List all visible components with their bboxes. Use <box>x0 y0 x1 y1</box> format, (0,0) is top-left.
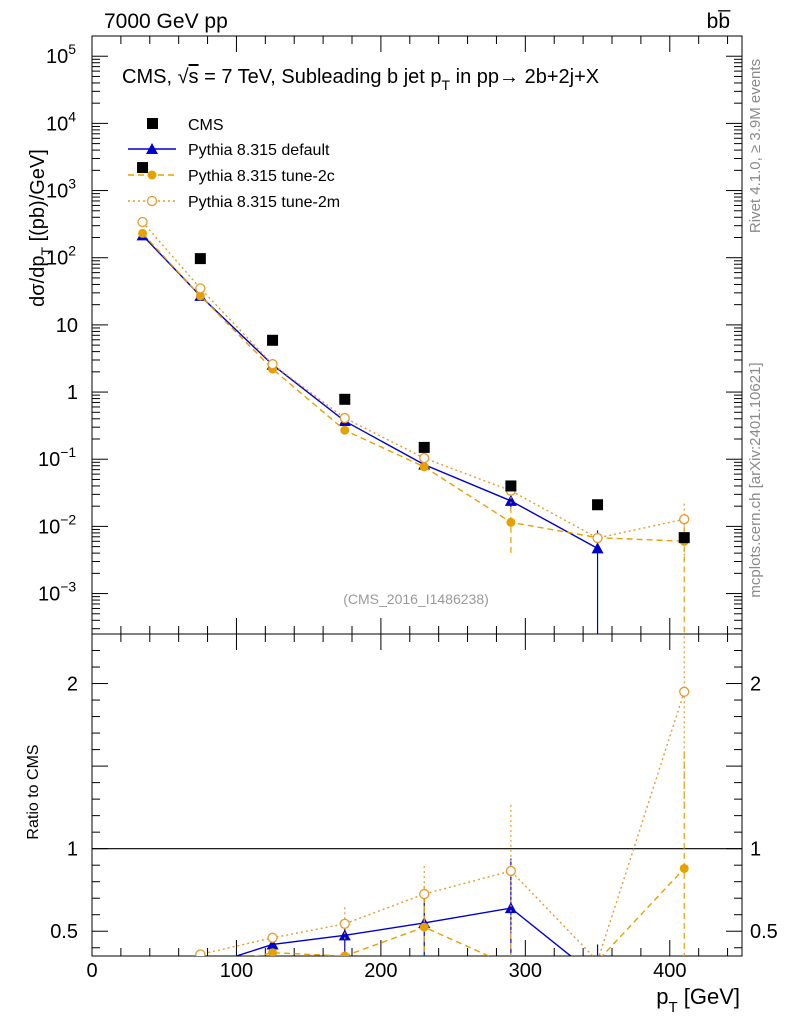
legend-tune2m-label: Pythia 8.315 tune-2m <box>188 194 340 211</box>
ratio-data-point <box>339 918 350 929</box>
ratio-series-line <box>253 868 685 956</box>
ratio-data-point <box>196 963 205 972</box>
data-point <box>267 359 278 370</box>
legend-default-marker <box>146 143 158 154</box>
rivet-label: Rivet 4.1.0, ≥ 3.9M events <box>747 59 764 233</box>
cms-data-point <box>505 480 517 492</box>
ratio-axes: 0 100 200 300 400 0.5 0.5 1 1 2 2 <box>50 634 778 982</box>
ratio-y-tick-label: 0.5 <box>50 921 78 943</box>
data-point <box>419 452 430 464</box>
data-point <box>506 517 516 527</box>
data-point <box>592 532 603 544</box>
legend-tune2c-label: Pythia 8.315 tune-2c <box>188 168 335 185</box>
ratio-series-line <box>234 907 572 956</box>
ratio-data-point <box>195 949 206 956</box>
cms-data-point <box>137 162 149 174</box>
ratio-y-tick-label: 1 <box>67 839 78 861</box>
y-tick-label: 102 <box>46 243 76 270</box>
main-y-label: dσ/dpT [(pb)/GeV] <box>27 149 54 307</box>
y-tick-label: 10−3 <box>38 579 76 606</box>
ratio-data-point <box>596 955 599 956</box>
data-point <box>591 542 604 554</box>
ratio-data-point <box>267 932 278 943</box>
ratio-data-point <box>419 922 429 932</box>
y-tick-label: 104 <box>46 108 76 135</box>
data-point <box>679 514 690 525</box>
series-line <box>142 232 685 542</box>
y-tick-label: 10−1 <box>38 444 76 471</box>
cms-data-point <box>592 499 604 511</box>
legend-default-label: Pythia 8.315 default <box>188 142 330 159</box>
y-tick-label: 10−2 <box>38 511 76 538</box>
legend-cms-label: CMS <box>188 117 224 134</box>
legend-cms-marker <box>147 118 158 129</box>
cms-data-point <box>339 393 351 405</box>
ratio-data-point <box>194 962 206 973</box>
ratio-data-point <box>266 938 279 950</box>
legend-tune2c-marker <box>147 170 157 180</box>
ratio-data-point <box>138 984 147 993</box>
chart-title: CMS, √s = 7 TeV, Subleading b jet pT in … <box>122 66 599 93</box>
cms-data-point <box>418 441 430 453</box>
main-data <box>136 162 690 634</box>
ratio-data-point <box>340 951 350 956</box>
x-tick-label: 300 <box>509 960 542 982</box>
series-line <box>142 221 685 539</box>
cms-data-point <box>678 532 690 544</box>
ratio-y-tick-label-right: 0.5 <box>750 921 778 943</box>
ratio-data-point <box>419 888 430 900</box>
ratio-y-label: Ratio to CMS <box>25 744 42 839</box>
cms-data-point <box>267 334 279 346</box>
ratio-y-tick-label: 2 <box>67 674 78 696</box>
ratio-series-line <box>196 691 685 956</box>
x-tick-label: 200 <box>364 960 397 982</box>
y-tick-label: 1 <box>67 382 78 404</box>
data-point <box>504 494 517 506</box>
ratio-series-group <box>137 634 690 1003</box>
y-tick-label: 105 <box>46 41 76 68</box>
data-point <box>419 462 429 472</box>
data-point <box>339 412 350 424</box>
x-tick-label: 400 <box>653 960 686 982</box>
legend-tune2m-marker <box>146 195 158 207</box>
ratio-data-point <box>592 971 604 982</box>
ratio-data-point <box>505 865 517 877</box>
data-point <box>195 283 206 294</box>
process-label: bb̅ <box>707 10 732 33</box>
data-point <box>138 228 148 238</box>
ratio-data-point <box>137 992 149 1003</box>
energy-label: 7000 GeV pp <box>104 10 228 33</box>
main-axes: 10−3 10−2 10−1 1 10 102 103 104 105 <box>38 35 742 634</box>
ratio-y-tick-label-right: 2 <box>750 674 761 696</box>
ratio-data-point <box>679 686 690 697</box>
ratio-data-point <box>593 956 602 965</box>
data-point <box>137 216 148 228</box>
analysis-tag: (CMS_2016_I1486238) <box>343 591 489 607</box>
legend: CMS Pythia 8.315 default Pythia 8.315 tu… <box>128 117 340 211</box>
x-axis-label: pT [GeV] <box>656 984 740 1016</box>
x-tick-label: 0 <box>86 960 97 982</box>
data-point <box>195 291 205 301</box>
ratio-y-tick-label-right: 1 <box>750 839 761 861</box>
x-tick-label: 100 <box>220 960 253 982</box>
ratio-data-point <box>504 902 517 914</box>
y-tick-label: 103 <box>46 176 76 203</box>
ratio-data-point <box>138 992 147 1001</box>
mcplots-label: mcplots.cern.ch [arXiv:2401.10621] <box>747 362 764 597</box>
ratio-plot-frame <box>91 633 743 957</box>
ratio-data-point <box>679 863 689 873</box>
cms-data-point <box>194 253 206 265</box>
ratio-data <box>137 634 690 1003</box>
data-point <box>340 425 350 435</box>
ratio-data-point <box>268 948 278 956</box>
y-tick-label: 10 <box>56 315 78 337</box>
ratio-data-point <box>338 929 351 941</box>
